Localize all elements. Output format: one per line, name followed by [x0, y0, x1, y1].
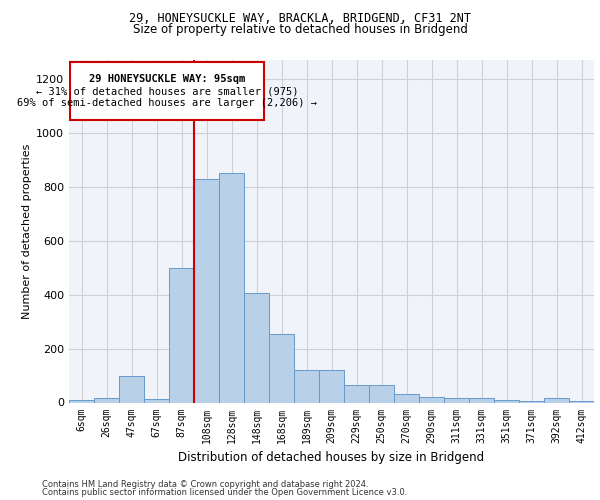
- Bar: [419, 397, 444, 402]
- Text: Contains HM Land Registry data © Crown copyright and database right 2024.: Contains HM Land Registry data © Crown c…: [42, 480, 368, 489]
- Bar: [344, 385, 369, 402]
- Bar: [569, 401, 594, 402]
- Text: 69% of semi-detached houses are larger (2,206) →: 69% of semi-detached houses are larger (…: [17, 98, 317, 108]
- Bar: [119, 376, 144, 402]
- Bar: [194, 178, 219, 402]
- Bar: [319, 370, 344, 402]
- Bar: [394, 394, 419, 402]
- Bar: [294, 370, 319, 402]
- Bar: [544, 398, 569, 402]
- Y-axis label: Number of detached properties: Number of detached properties: [22, 144, 32, 319]
- Bar: [219, 174, 244, 402]
- Bar: [369, 385, 394, 402]
- Text: 29 HONEYSUCKLE WAY: 95sqm: 29 HONEYSUCKLE WAY: 95sqm: [89, 74, 245, 85]
- Text: 29, HONEYSUCKLE WAY, BRACKLA, BRIDGEND, CF31 2NT: 29, HONEYSUCKLE WAY, BRACKLA, BRIDGEND, …: [129, 12, 471, 26]
- Bar: [494, 400, 519, 402]
- Bar: [144, 400, 169, 402]
- Bar: [70, 62, 264, 120]
- Bar: [244, 294, 269, 403]
- Text: ← 31% of detached houses are smaller (975): ← 31% of detached houses are smaller (97…: [36, 86, 298, 96]
- Text: Size of property relative to detached houses in Bridgend: Size of property relative to detached ho…: [133, 22, 467, 36]
- X-axis label: Distribution of detached houses by size in Bridgend: Distribution of detached houses by size …: [178, 451, 485, 464]
- Bar: [469, 398, 494, 402]
- Bar: [169, 268, 194, 402]
- Bar: [444, 398, 469, 402]
- Text: Contains public sector information licensed under the Open Government Licence v3: Contains public sector information licen…: [42, 488, 407, 497]
- Bar: [94, 398, 119, 402]
- Bar: [269, 334, 294, 402]
- Bar: [69, 400, 94, 402]
- Bar: [519, 401, 544, 402]
